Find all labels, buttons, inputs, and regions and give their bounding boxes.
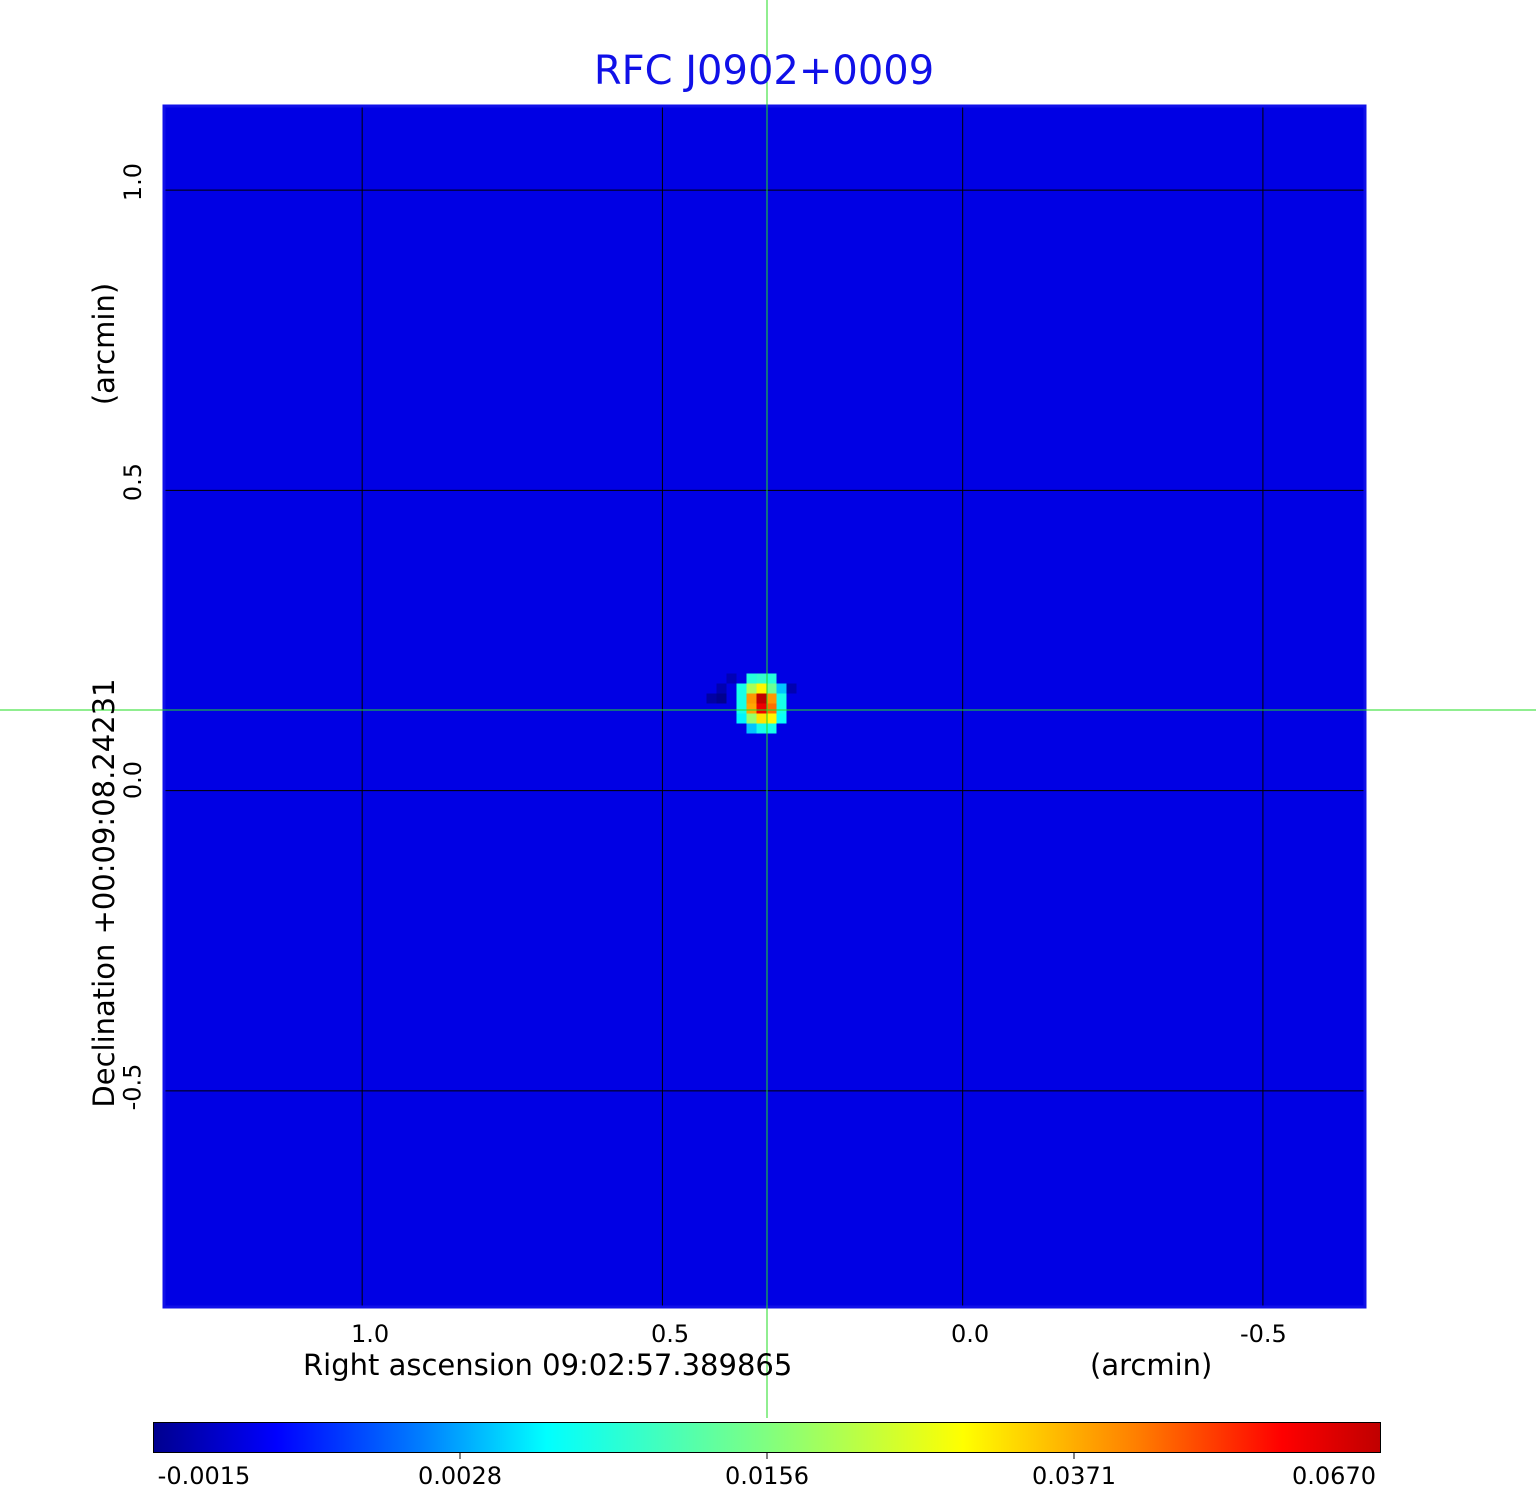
image-pixel bbox=[706, 693, 717, 704]
image-pixel bbox=[776, 693, 787, 704]
y-axis-label: Declination +00:09:08.24231 bbox=[87, 678, 121, 1108]
x-tick-label: -0.5 bbox=[1240, 1320, 1287, 1348]
image-pixel bbox=[766, 703, 777, 714]
chart-title: RFC J0902+0009 bbox=[593, 48, 935, 94]
image-pixel bbox=[756, 683, 767, 694]
image-pixel bbox=[766, 673, 777, 684]
plot-frame bbox=[162, 104, 1367, 1309]
image-pixel bbox=[756, 723, 767, 734]
x-axis-label: Right ascension 09:02:57.389865 bbox=[303, 1348, 793, 1382]
image-pixel bbox=[766, 683, 777, 694]
image-pixel bbox=[746, 683, 757, 694]
image-pixel bbox=[746, 723, 757, 734]
image-pixel bbox=[746, 693, 757, 704]
y-tick-label: 0.0 bbox=[119, 760, 148, 800]
x-tick-label: 1.0 bbox=[351, 1320, 390, 1348]
image-pixel bbox=[736, 713, 747, 724]
colorbar-tick-label: 0.0028 bbox=[418, 1462, 502, 1490]
x-tick-label: 0.0 bbox=[951, 1320, 990, 1348]
image-pixels bbox=[706, 673, 797, 734]
image-pixel bbox=[776, 713, 787, 724]
image-pixel bbox=[766, 723, 777, 734]
y-tick-label: 1.0 bbox=[119, 162, 148, 202]
image-pixel bbox=[746, 673, 757, 684]
colorbar bbox=[153, 1422, 1381, 1453]
grid-lines bbox=[164, 106, 1365, 1307]
colorbar-tick-label: 0.0670 bbox=[1292, 1462, 1376, 1490]
image-pixel bbox=[736, 683, 747, 694]
colorbar-tick-label: 0.0371 bbox=[1032, 1462, 1116, 1490]
colorbar-tick-label: -0.0015 bbox=[157, 1462, 251, 1490]
image-pixel bbox=[756, 703, 767, 714]
x-axis-unit: (arcmin) bbox=[1090, 1348, 1213, 1382]
colorbar-tick-label: 0.0156 bbox=[725, 1462, 809, 1490]
image-pixel bbox=[776, 703, 787, 714]
image-pixel bbox=[736, 703, 747, 714]
image-pixel bbox=[726, 673, 737, 684]
image-pixel bbox=[776, 683, 787, 694]
x-tick-label: 0.5 bbox=[651, 1320, 690, 1348]
image-pixel bbox=[746, 703, 757, 714]
y-tick-label: -0.5 bbox=[118, 1063, 147, 1111]
image-pixel bbox=[766, 693, 777, 704]
image-pixel bbox=[786, 683, 797, 694]
image-pixel bbox=[756, 713, 767, 724]
image-pixel bbox=[736, 693, 747, 704]
image-pixel bbox=[766, 713, 777, 724]
image-pixel bbox=[746, 713, 757, 724]
image-pixel bbox=[756, 693, 767, 704]
image-pixel bbox=[756, 673, 767, 684]
image-pixel bbox=[716, 693, 727, 704]
image-pixel bbox=[716, 683, 727, 694]
y-axis-unit: (arcmin) bbox=[87, 282, 121, 406]
y-tick-label: 0.5 bbox=[119, 462, 148, 502]
